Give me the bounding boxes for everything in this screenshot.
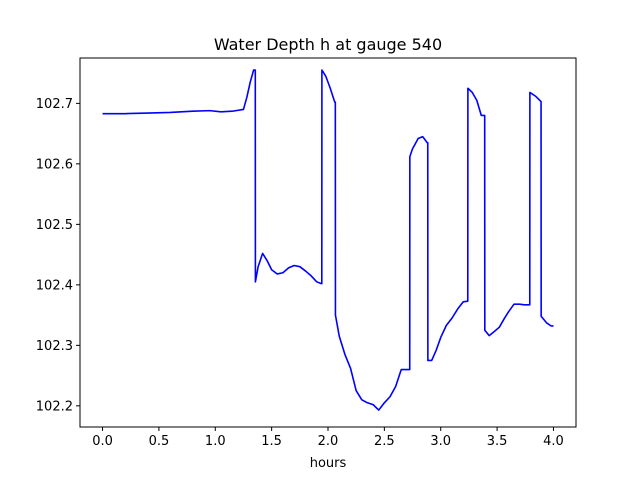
x-tick-label: 3.0 xyxy=(430,434,451,449)
x-tick-label: 4.0 xyxy=(543,434,564,449)
y-tick-label: 102.2 xyxy=(36,399,73,414)
series-line-0 xyxy=(102,69,554,411)
y-tick-label: 102.3 xyxy=(36,339,73,354)
x-tick-label: 0.0 xyxy=(92,434,113,449)
y-tick-label: 102.5 xyxy=(36,218,73,233)
x-axis-label: hours xyxy=(310,456,347,471)
y-axis: 102.2 102.3 102.4 102.5 102.6 102.7 xyxy=(36,97,80,414)
y-tick-label: 102.7 xyxy=(36,97,73,112)
x-tick-label: 1.0 xyxy=(205,434,226,449)
y-tick-label: 102.6 xyxy=(36,157,73,172)
x-axis: 0.0 0.5 1.0 1.5 2.0 2.5 3.0 3.5 4.0 xyxy=(92,427,564,449)
x-tick-label: 2.5 xyxy=(374,434,395,449)
chart-title: Water Depth h at gauge 540 xyxy=(214,35,442,54)
x-tick-label: 0.5 xyxy=(149,434,170,449)
x-tick-label: 1.5 xyxy=(261,434,282,449)
y-tick-label: 102.4 xyxy=(36,278,73,293)
x-tick-label: 3.5 xyxy=(487,434,508,449)
x-tick-label: 2.0 xyxy=(318,434,339,449)
